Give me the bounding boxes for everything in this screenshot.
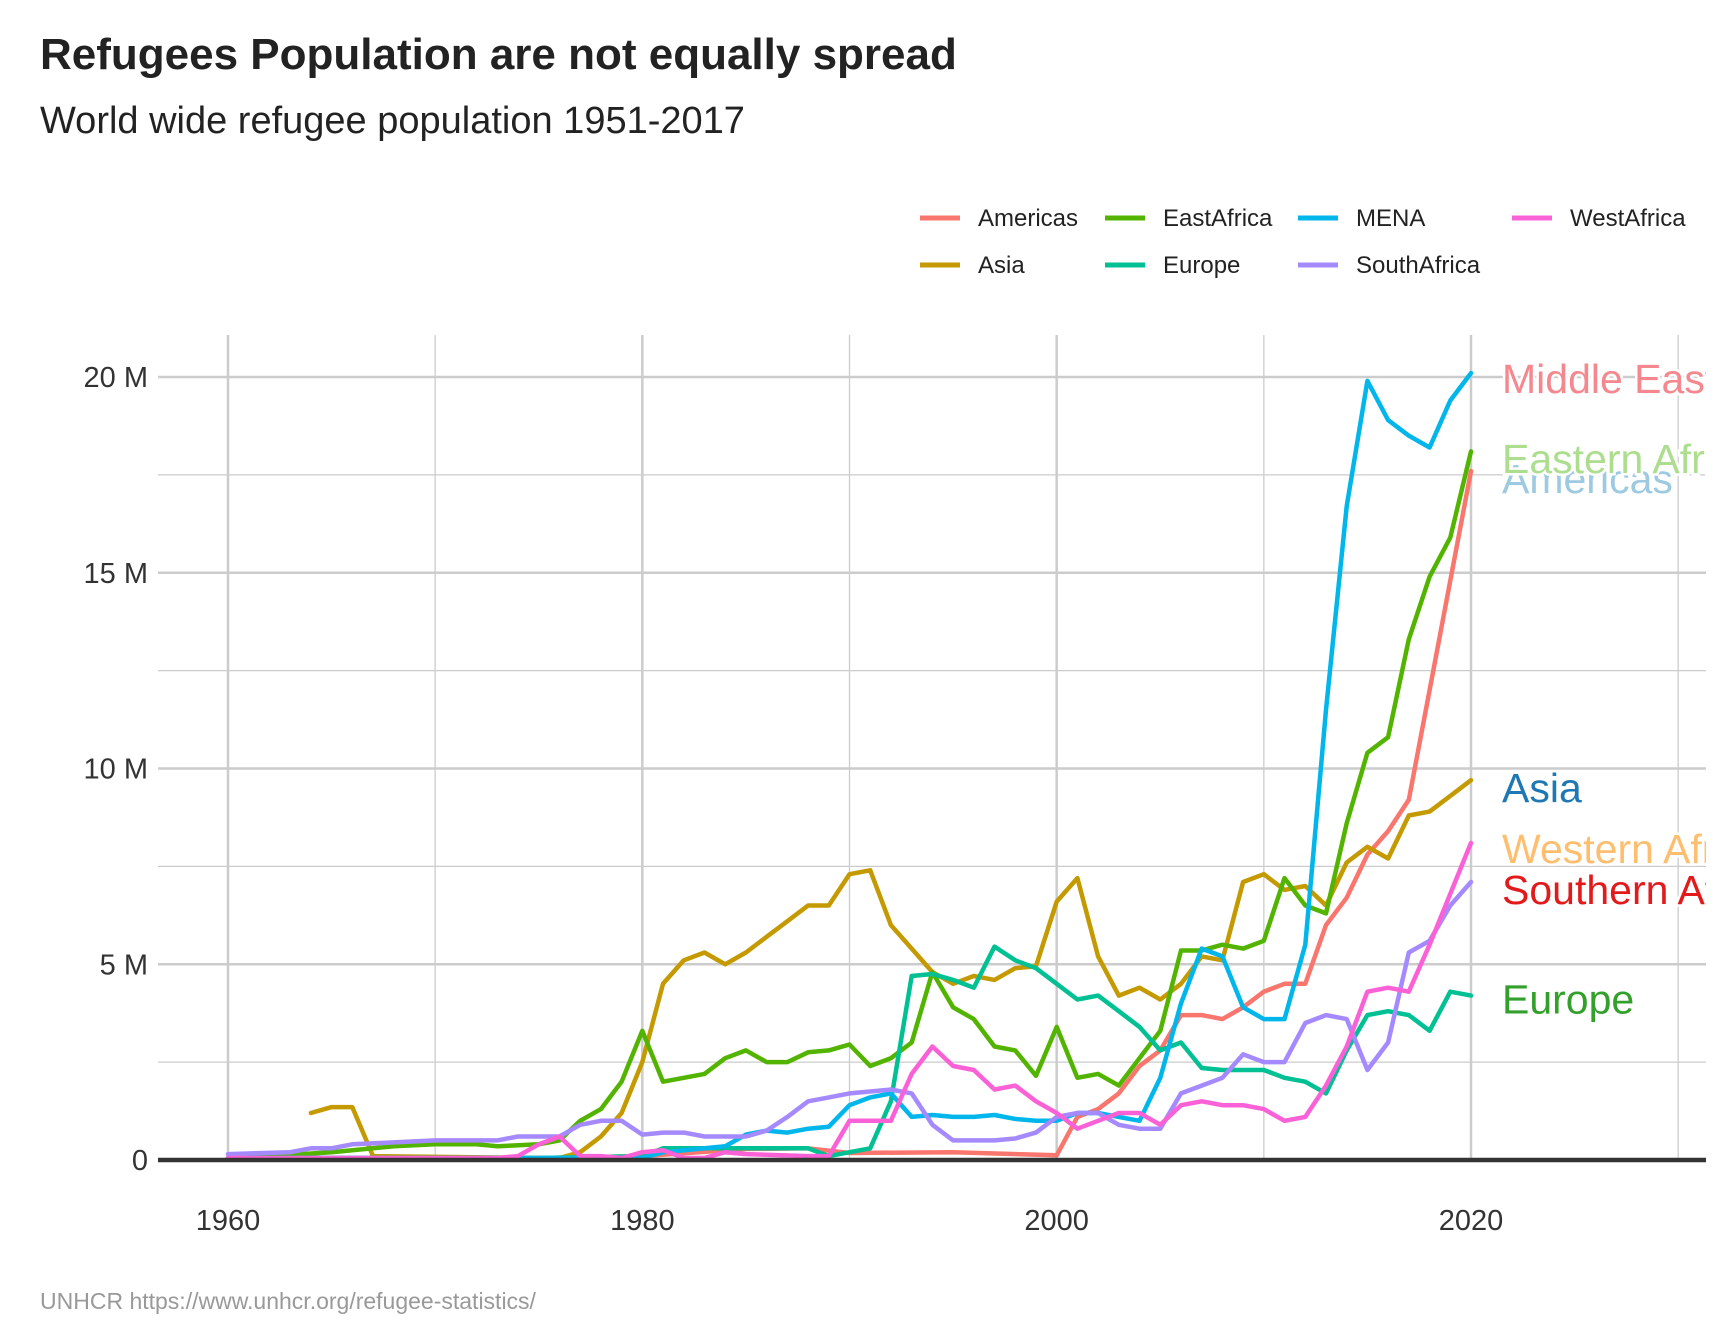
chart-caption: UNHCR https://www.unhcr.org/refugee-stat… — [40, 1288, 536, 1314]
y-tick-label: 15 M — [84, 558, 148, 590]
series-line-southafrica — [225, 879, 1474, 1157]
end-label: Asia — [1502, 765, 1582, 811]
legend-label: MENA — [1356, 205, 1425, 232]
x-tick-label: 1980 — [610, 1205, 675, 1237]
legend: Americas Asia EastAfrica Europe MENA SouthAfr… — [920, 205, 1686, 279]
legend-label: EastAfrica — [1163, 205, 1273, 232]
y-tick-label: 10 M — [84, 754, 148, 786]
legend-label: WestAfrica — [1570, 205, 1686, 232]
y-tick-label: 20 M — [84, 362, 148, 394]
end-label: Europe — [1502, 976, 1634, 1022]
x-axis: 1960 1980 2000 2020 — [196, 1205, 1504, 1237]
series-line-americas — [225, 468, 1474, 1161]
series-line-westafrica — [225, 840, 1474, 1161]
legend-label: SouthAfrica — [1356, 252, 1481, 279]
grid-lines — [158, 335, 1706, 1160]
end-label: Eastern Africa — [1502, 436, 1728, 482]
y-tick-label: 5 M — [100, 949, 148, 981]
y-axis: 0 5 M 10 M 15 M 20 M — [84, 362, 148, 1177]
series-line-asia — [308, 777, 1474, 1161]
end-label: Southern Africa — [1502, 867, 1728, 913]
x-tick-label: 2000 — [1024, 1205, 1089, 1237]
x-tick-label: 2020 — [1439, 1205, 1504, 1237]
y-tick-label: 0 — [132, 1145, 148, 1177]
chart-subtitle: World wide refugee population 1951-2017 — [40, 100, 745, 142]
chart-title: Refugees Population are not equally spre… — [40, 30, 957, 79]
x-tick-label: 1960 — [196, 1205, 261, 1237]
end-label: Western Africa — [1502, 826, 1728, 872]
legend-label: Asia — [978, 252, 1025, 279]
end-label: Americas — [1502, 456, 1673, 502]
end-label: Middle East — [1502, 356, 1717, 402]
legend-label: Europe — [1163, 252, 1240, 279]
legend-label: Americas — [978, 205, 1078, 232]
series-lines — [225, 370, 1474, 1161]
